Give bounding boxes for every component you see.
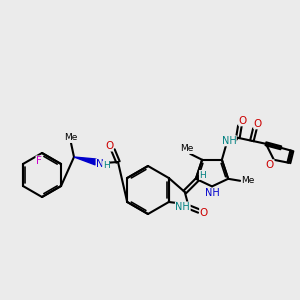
Text: Me: Me [180,144,194,153]
Text: H: H [200,170,206,179]
Text: O: O [266,160,274,170]
Polygon shape [74,157,97,165]
Text: Me: Me [242,176,255,185]
Text: NH: NH [221,136,236,146]
Text: F: F [36,156,42,166]
Text: NH: NH [176,202,190,212]
Text: N: N [96,159,104,169]
Text: NH: NH [205,188,219,198]
Text: O: O [105,141,113,151]
Text: Me: Me [64,134,78,142]
Text: O: O [200,208,208,218]
Text: O: O [239,116,247,126]
Text: H: H [103,161,110,170]
Text: O: O [254,119,262,129]
Text: Me: Me [180,144,194,153]
